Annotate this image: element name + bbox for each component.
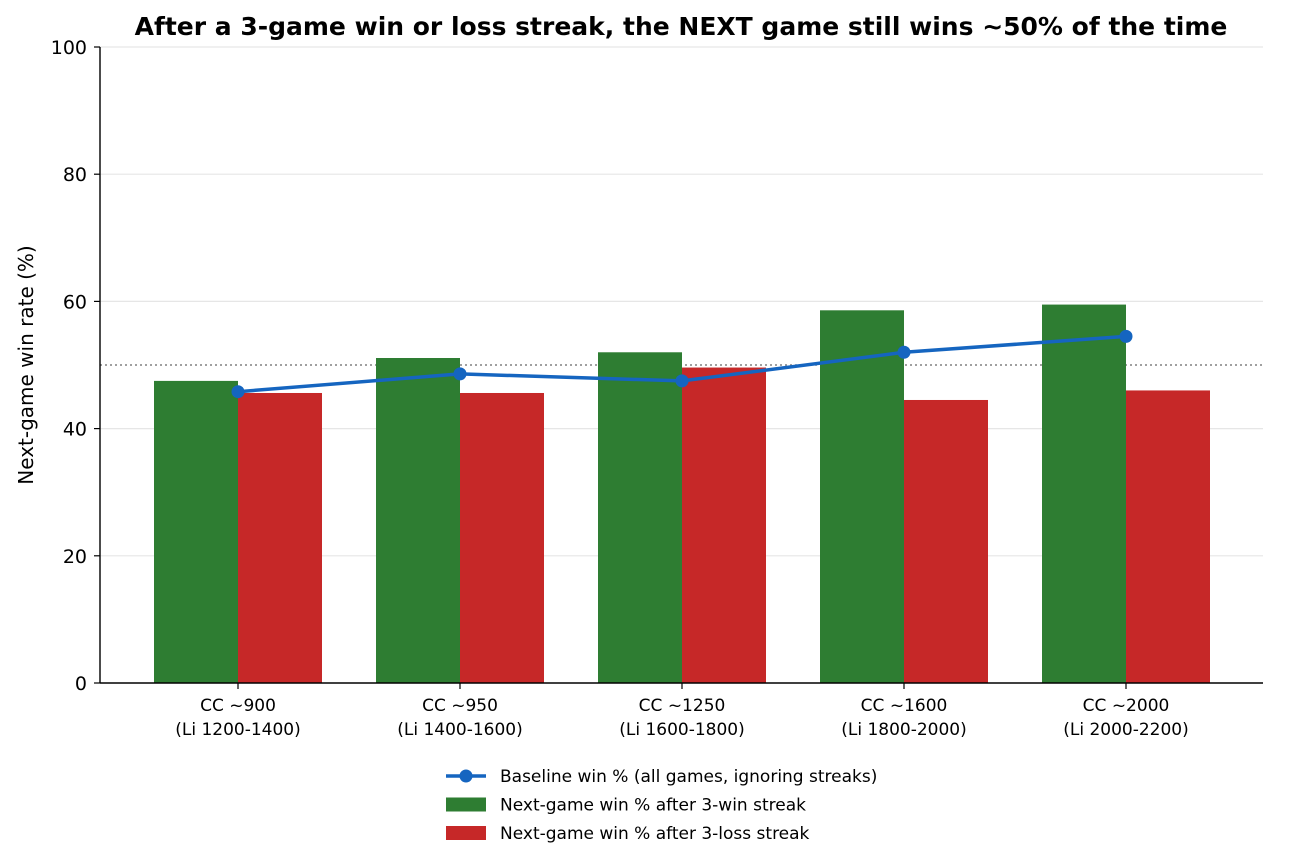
x-tick-label: CC ~1250 [639, 696, 726, 716]
bar-win-streak [820, 310, 904, 683]
bar-loss-streak [904, 399, 988, 683]
baseline-point [231, 385, 245, 399]
y-axis-label: Next-game win rate (%) [14, 245, 38, 484]
legend-label: Baseline win % (all games, ignoring stre… [500, 767, 877, 787]
legend-label: Next-game win % after 3-loss streak [500, 824, 810, 844]
bar-loss-streak [1126, 390, 1210, 683]
y-tick-label: 20 [63, 546, 87, 568]
bar-loss-streak [238, 392, 322, 683]
x-tick-label: CC ~950 [422, 696, 498, 716]
line-layer [231, 329, 1133, 399]
y-tick-label: 0 [75, 673, 87, 695]
legend: Baseline win % (all games, ignoring stre… [446, 767, 877, 844]
legend-marker [459, 769, 473, 783]
x-tick-label: CC ~900 [200, 696, 276, 716]
x-tick-label: (Li 1200-1400) [175, 720, 301, 740]
bars-layer [154, 304, 1210, 683]
y-tick-label: 60 [63, 291, 87, 313]
x-tick-label: CC ~2000 [1083, 696, 1170, 716]
axes-layer: 0 20 40 60 80 100 CC ~900 (Li 1200-1400) CC ~950… [51, 37, 1263, 740]
legend-bar-swatch [446, 797, 486, 812]
baseline-point [453, 367, 467, 381]
bar-win-streak [598, 352, 682, 683]
legend-bar-swatch [446, 826, 486, 840]
y-tick-label: 40 [63, 419, 87, 441]
bar-loss-streak [682, 367, 766, 683]
baseline-point [897, 345, 911, 359]
baseline-point [1119, 329, 1133, 343]
bar-loss-streak [460, 392, 544, 683]
bar-win-streak [1042, 304, 1126, 683]
x-tick-label: CC ~1600 [861, 696, 948, 716]
bar-win-streak [376, 358, 460, 683]
chart-title: After a 3-game win or loss streak, the N… [135, 12, 1228, 41]
x-tick-label: (Li 2000-2200) [1063, 720, 1189, 740]
x-tick-label: (Li 1600-1800) [619, 720, 745, 740]
x-tick-label: (Li 1800-2000) [841, 720, 967, 740]
x-tick-label: (Li 1400-1600) [397, 720, 523, 740]
bar-win-streak [154, 380, 238, 683]
baseline-point [675, 374, 689, 388]
legend-label: Next-game win % after 3-win streak [500, 796, 806, 816]
y-tick-label: 80 [63, 164, 87, 186]
y-tick-label: 100 [51, 37, 87, 59]
